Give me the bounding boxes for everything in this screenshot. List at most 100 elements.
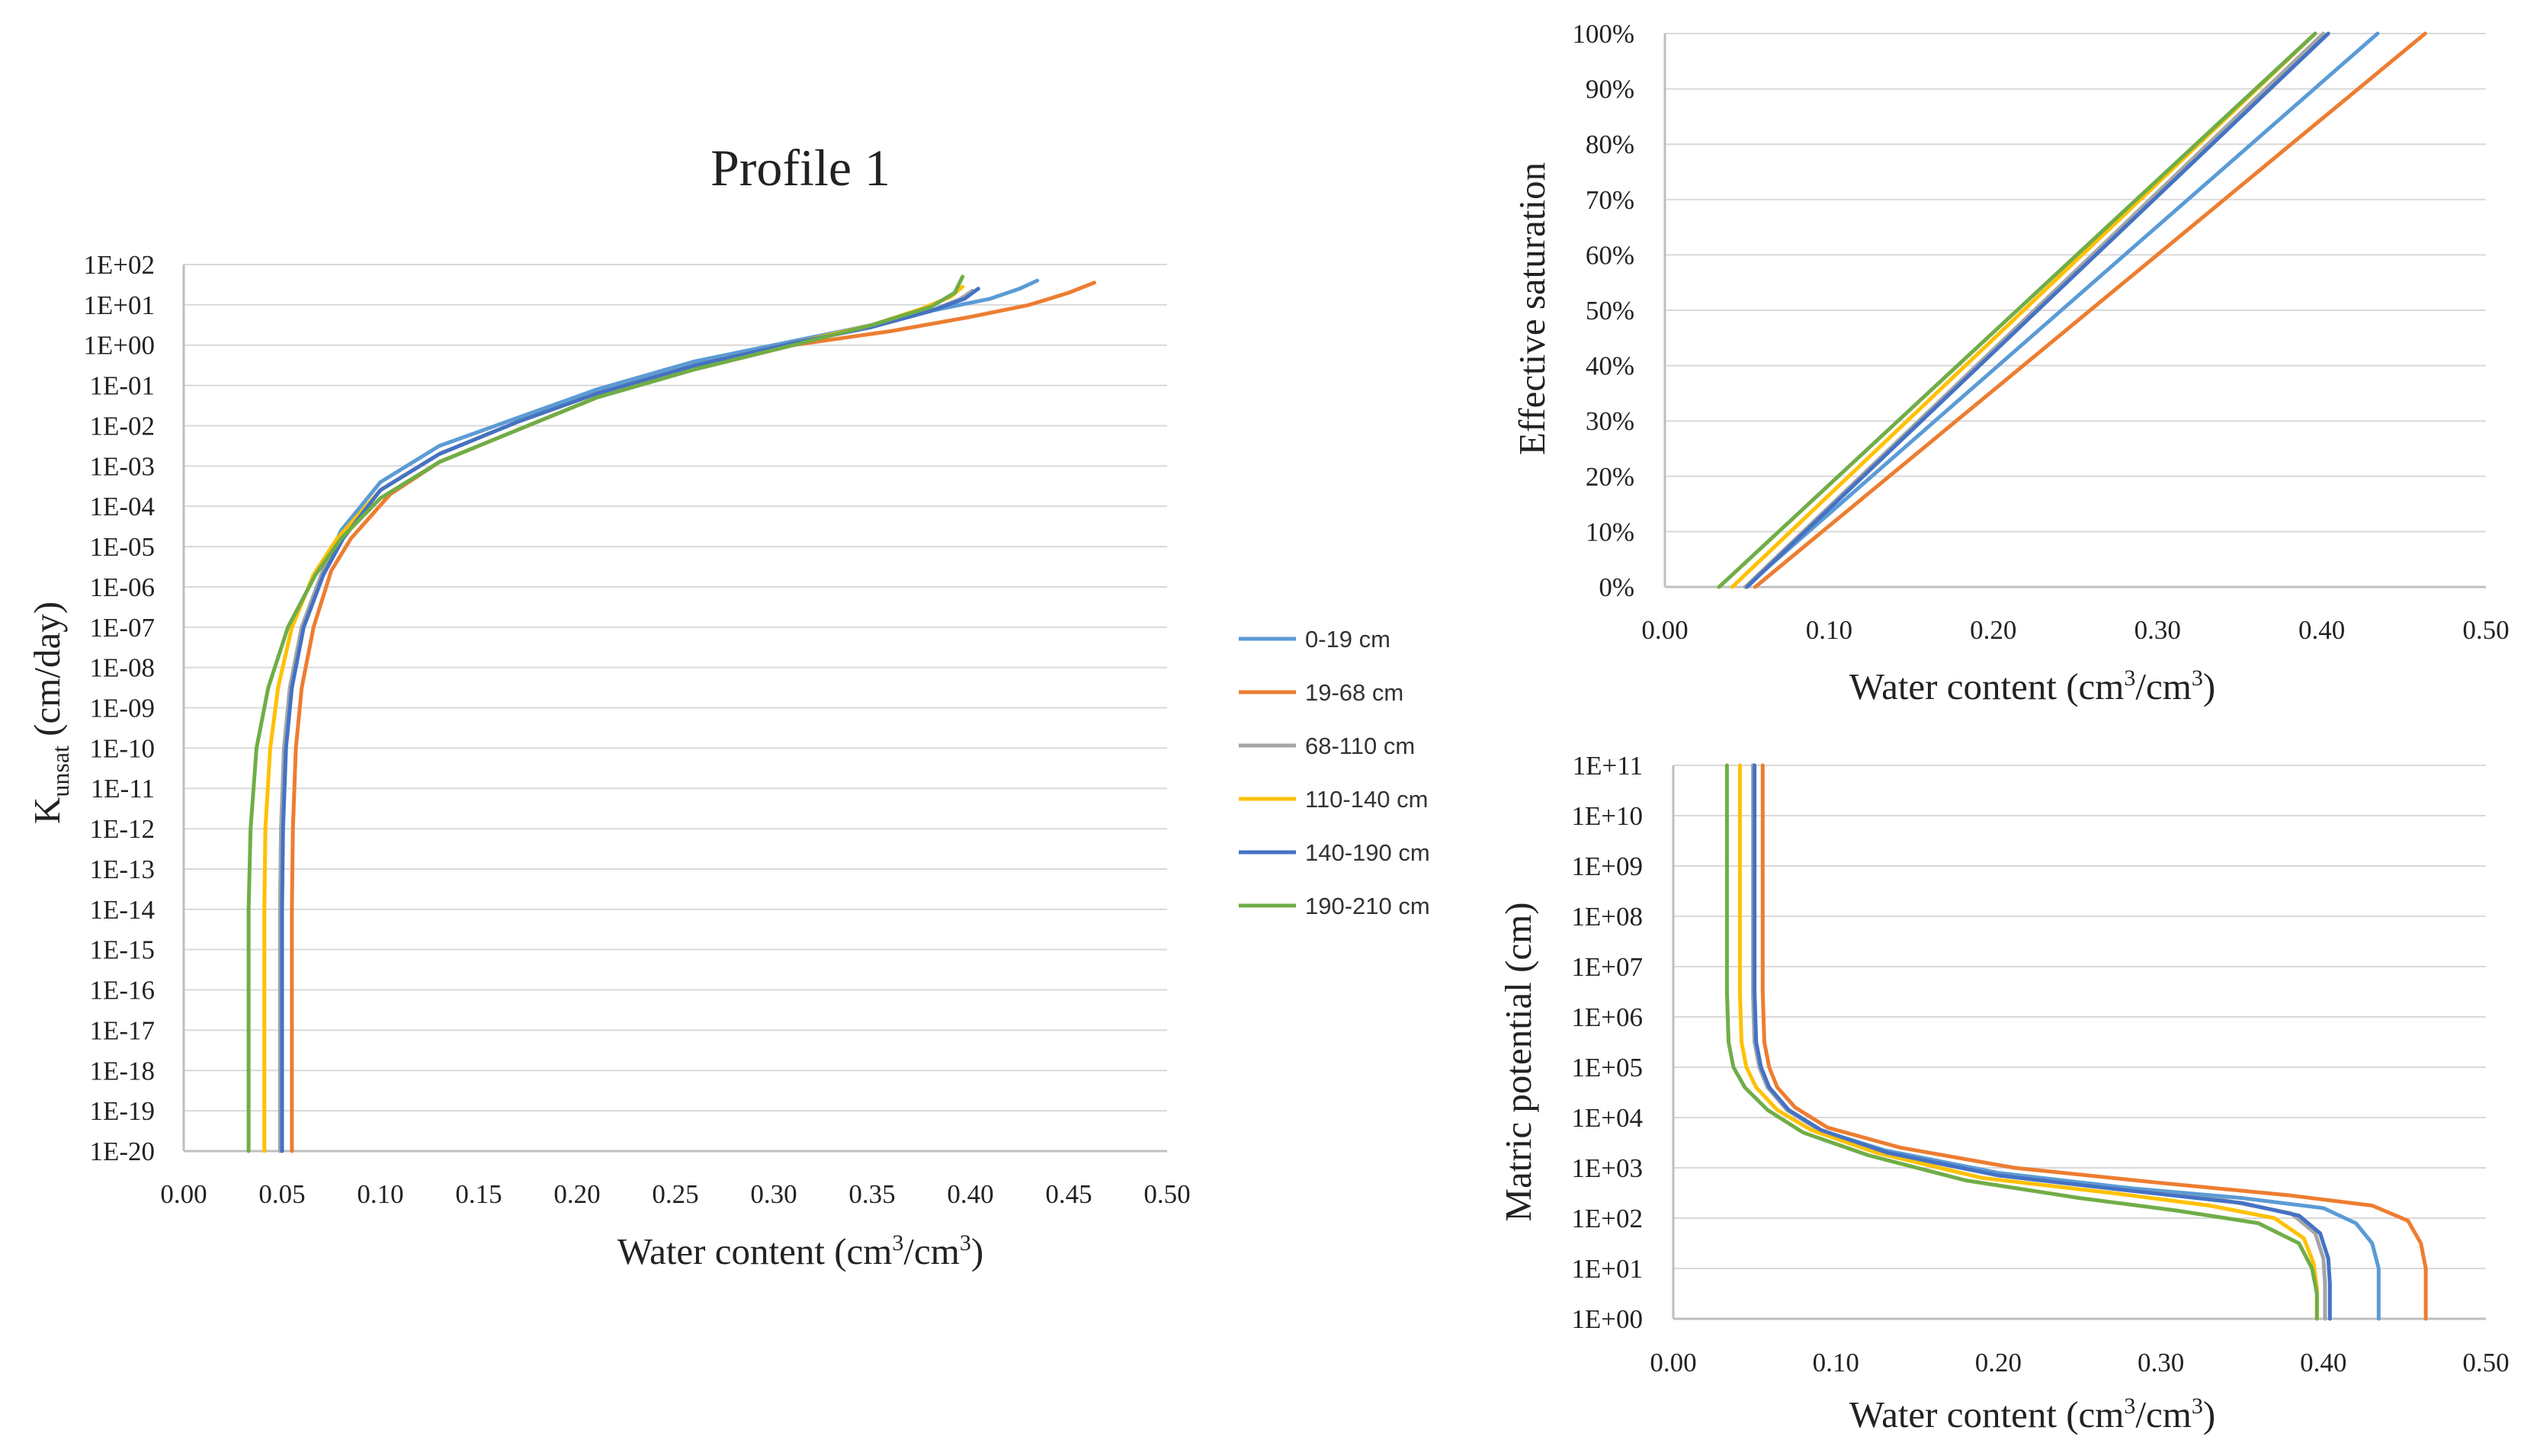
se-ytick-label: 0%: [1599, 572, 1634, 602]
k-chart-series: [246, 274, 1096, 1153]
k-ytick-label: 1E-02: [89, 411, 155, 441]
k-xtick-label: 0.50: [1143, 1179, 1190, 1209]
mp-chart-xlabel: Water content (cm3/cm3): [1849, 1393, 2215, 1435]
k-xtick-label: 0.45: [1045, 1179, 1092, 1209]
legend-label-190-210-cm: 190-210 cm: [1305, 893, 1430, 919]
mp-chart-gridlines: [1673, 765, 2486, 1320]
k-xtick-label: 0.25: [652, 1179, 698, 1209]
mp-ytick-label: 1E+08: [1571, 902, 1643, 932]
matric-potential-chart: 1E+00 1E+01 1E+02 1E+03 1E+04 1E+05 1E+06 1E+07…: [1497, 751, 2510, 1435]
se-ytick-label: 80%: [1586, 130, 1634, 159]
k-ytick-label: 1E-17: [89, 1015, 155, 1045]
k-ytick-label: 1E-14: [89, 895, 155, 925]
se-chart-xlabel: Water content (cm3/cm3): [1849, 665, 2215, 707]
se-ytick-label: 90%: [1586, 75, 1634, 104]
se-series-line-19-68-cm: [1753, 31, 2427, 589]
mp-xtick-label: 0.10: [1813, 1348, 1859, 1377]
k-ytick-label: 1E-19: [89, 1096, 155, 1126]
k-ytick-label: 1E-01: [89, 371, 155, 401]
k-ytick-label: 1E+01: [83, 290, 155, 320]
mp-ytick-label: 1E+04: [1571, 1103, 1643, 1133]
k-series-line-110-140-cm: [262, 284, 965, 1153]
k-series-line-0-19-cm: [277, 278, 1040, 1153]
k-series-line-68-110-cm: [277, 288, 975, 1153]
mp-xtick-label: 0.50: [2462, 1348, 2509, 1377]
se-xtick-label: 0.30: [2134, 615, 2181, 645]
mp-ytick-label: 1E+02: [1571, 1204, 1643, 1233]
k-series-line-140-190-cm: [280, 287, 980, 1153]
k-xtick-label: 0.35: [848, 1179, 895, 1209]
mp-xtick-label: 0.00: [1650, 1348, 1696, 1377]
se-chart-ylabel: Effective saturation: [1511, 162, 1553, 455]
se-ytick-label: 60%: [1586, 240, 1634, 270]
mp-xtick-label: 0.20: [1975, 1348, 2022, 1377]
se-xtick-label: 0.40: [2298, 615, 2345, 645]
k-ytick-label: 1E-07: [89, 613, 155, 643]
legend-label-140-190-cm: 140-190 cm: [1305, 839, 1430, 866]
k-unsat-chart: 1E-20 1E-19 1E-18 1E-17 1E-16 1E-15 1E-14 1E-13…: [26, 139, 1191, 1272]
mp-series-line-140-190-cm: [1753, 763, 2332, 1321]
legend-label-68-110-cm: 68-110 cm: [1305, 733, 1415, 759]
k-ytick-label: 1E-13: [89, 855, 155, 884]
se-ytick-label: 20%: [1586, 462, 1634, 492]
mp-ytick-label: 1E+06: [1571, 1002, 1643, 1032]
se-chart-series: [1717, 31, 2427, 589]
mp-ytick-label: 1E+03: [1571, 1153, 1643, 1183]
k-xtick-label: 0.00: [160, 1179, 207, 1209]
se-ytick-label: 50%: [1586, 296, 1634, 326]
se-series-line-0-19-cm: [1743, 31, 2380, 589]
k-ytick-label: 1E-15: [89, 935, 155, 965]
legend-label-19-68-cm: 19-68 cm: [1305, 679, 1403, 706]
k-series-line-190-210-cm: [246, 274, 965, 1153]
mp-chart-series: [1724, 763, 2428, 1321]
se-xtick-label: 0.00: [1641, 615, 1688, 645]
se-xtick-label: 0.20: [1970, 615, 2016, 645]
legend-label-110-140-cm: 110-140 cm: [1305, 786, 1428, 813]
k-ytick-label: 1E-12: [89, 814, 155, 844]
se-series-line-140-190-cm: [1745, 31, 2330, 589]
k-ytick-label: 1E-18: [89, 1056, 155, 1086]
mp-xtick-label: 0.30: [2138, 1348, 2184, 1377]
k-chart-ylabel: Kunsat (cm/day): [26, 601, 74, 824]
mp-chart-ylabel: Matric potential (cm): [1497, 902, 1539, 1221]
k-ytick-label: 1E+02: [83, 250, 155, 280]
k-chart-axes: 1E-20 1E-19 1E-18 1E-17 1E-16 1E-15 1E-14 1E-13…: [83, 250, 1190, 1209]
k-ytick-label: 1E-16: [89, 976, 155, 1005]
effective-saturation-chart: 0% 10% 20% 30% 40% 50% 60% 70% 80% 90% 100% 0.00 0.1…: [1511, 19, 2510, 707]
k-xtick-label: 0.40: [947, 1179, 993, 1209]
k-ytick-label: 1E-11: [91, 774, 155, 803]
mp-series-line-190-210-cm: [1724, 763, 2319, 1321]
se-xtick-label: 0.10: [1806, 615, 1852, 645]
k-ytick-label: 1E+00: [83, 331, 155, 361]
k-chart-gridlines: [184, 264, 1167, 1153]
mp-series-line-19-68-cm: [1760, 763, 2428, 1321]
k-ytick-label: 1E-05: [89, 532, 155, 562]
legend-label-0-19-cm: 0-19 cm: [1305, 626, 1390, 653]
mp-series-line-68-110-cm: [1751, 763, 2327, 1321]
k-ytick-label: 1E-10: [89, 733, 155, 763]
se-chart-gridlines: [1665, 33, 2486, 588]
mp-series-line-110-140-cm: [1737, 763, 2319, 1321]
mp-ytick-label: 1E+10: [1571, 801, 1643, 831]
mp-ytick-label: 1E+00: [1571, 1304, 1643, 1334]
mp-chart-axes: 1E+00 1E+01 1E+02 1E+03 1E+04 1E+05 1E+06 1E+07…: [1571, 751, 2509, 1377]
mp-ytick-label: 1E+01: [1571, 1254, 1643, 1284]
se-series-line-190-210-cm: [1717, 31, 2317, 589]
k-chart-xlabel: Water content (cm3/cm3): [617, 1230, 983, 1272]
k-ytick-label: 1E-04: [89, 492, 155, 521]
k-xtick-label: 0.10: [357, 1179, 403, 1209]
se-ytick-label: 100%: [1572, 19, 1634, 49]
legend: 0-19 cm 19-68 cm 68-110 cm 110-140 cm 140-19…: [1239, 626, 1430, 919]
k-xtick-label: 0.15: [455, 1179, 502, 1209]
mp-ytick-label: 1E+07: [1571, 952, 1643, 982]
k-xtick-label: 0.05: [258, 1179, 305, 1209]
mp-ytick-label: 1E+05: [1571, 1053, 1643, 1082]
k-xtick-label: 0.30: [750, 1179, 797, 1209]
k-ytick-label: 1E-20: [89, 1137, 155, 1166]
se-ytick-label: 10%: [1586, 517, 1634, 547]
se-ytick-label: 70%: [1586, 185, 1634, 215]
k-xtick-label: 0.20: [553, 1179, 600, 1209]
se-ytick-label: 40%: [1586, 351, 1634, 381]
k-ytick-label: 1E-08: [89, 653, 155, 683]
k-chart-title: Profile 1: [710, 139, 890, 197]
